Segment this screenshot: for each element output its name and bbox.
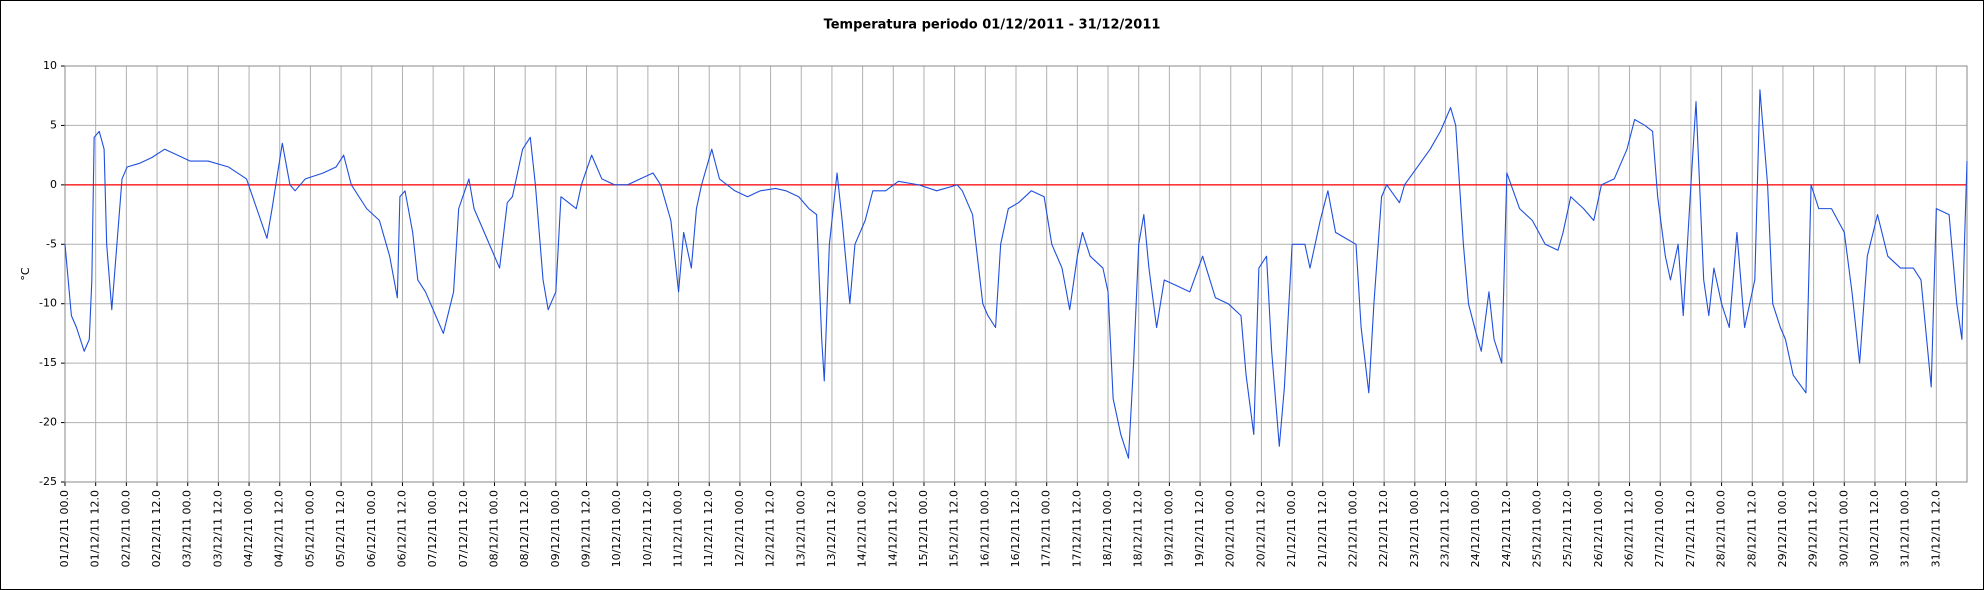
- x-tick-label: 01/12/11 00.0: [58, 490, 71, 567]
- x-tick-label: 16/12/11 00.0: [978, 490, 991, 567]
- y-tick-label: 10: [43, 59, 57, 72]
- x-tick-label: 28/12/11 00.0: [1715, 490, 1728, 567]
- y-tick-label: 0: [50, 178, 57, 191]
- x-tick-label: 18/12/11 12.0: [1132, 490, 1145, 567]
- x-tick-label: 22/12/11 12.0: [1377, 490, 1390, 567]
- y-tick-label: -15: [39, 356, 57, 369]
- x-tick-label: 08/12/11 12.0: [518, 490, 531, 567]
- x-tick-label: 14/12/11 12.0: [886, 490, 899, 567]
- x-tick-label: 22/12/11 00.0: [1346, 490, 1359, 567]
- x-tick-label: 02/12/11 00.0: [119, 490, 132, 567]
- x-tick-label: 17/12/11 00.0: [1040, 490, 1053, 567]
- x-tick-label: 15/12/11 00.0: [917, 490, 930, 567]
- x-tick-label: 30/12/11 12.0: [1868, 490, 1881, 567]
- x-tick-label: 05/12/11 12.0: [334, 490, 347, 567]
- chart-title: Temperatura periodo 01/12/2011 - 31/12/2…: [824, 18, 1161, 33]
- x-tick-label: 06/12/11 00.0: [365, 490, 378, 567]
- temperature-line: [64, 89, 1968, 459]
- x-tick-label: 03/12/11 12.0: [211, 490, 224, 567]
- x-tick-label: 14/12/11 00.0: [856, 490, 869, 567]
- x-tick-label: 09/12/11 12.0: [580, 490, 593, 567]
- plot-border: [64, 65, 1968, 483]
- x-tick-label: 20/12/11 12.0: [1254, 490, 1267, 567]
- x-tick-label: 12/12/11 00.0: [733, 490, 746, 567]
- x-tick-label: 12/12/11 12.0: [764, 490, 777, 567]
- x-tick-label: 04/12/11 12.0: [273, 490, 286, 567]
- x-tick-label: 07/12/11 00.0: [426, 490, 439, 567]
- x-tick-label: 28/12/11 12.0: [1745, 490, 1758, 567]
- x-tick-label: 07/12/11 12.0: [457, 490, 470, 567]
- x-tick-label: 15/12/11 12.0: [948, 490, 961, 567]
- x-tick-label: 21/12/11 00.0: [1285, 490, 1298, 567]
- x-tick-label: 27/12/11 12.0: [1684, 490, 1697, 567]
- x-tick-label: 10/12/11 00.0: [610, 490, 623, 567]
- x-tick-label: 23/12/11 00.0: [1408, 490, 1421, 567]
- x-tick-label: 01/12/11 12.0: [89, 490, 102, 567]
- x-tick-label: 31/12/11 00.0: [1899, 490, 1912, 567]
- x-tick-label: 03/12/11 00.0: [181, 490, 194, 567]
- x-tick-label: 06/12/11 12.0: [395, 490, 408, 567]
- x-tick-label: 16/12/11 12.0: [1009, 490, 1022, 567]
- x-tick-label: 27/12/11 00.0: [1653, 490, 1666, 567]
- x-tick-label: 25/12/11 12.0: [1561, 490, 1574, 567]
- x-tick-label: 21/12/11 12.0: [1316, 490, 1329, 567]
- x-tick-label: 19/12/11 12.0: [1193, 490, 1206, 567]
- x-tick-label: 24/12/11 00.0: [1469, 490, 1482, 567]
- x-tick-label: 04/12/11 00.0: [242, 490, 255, 567]
- x-tick-label: 09/12/11 00.0: [549, 490, 562, 567]
- x-tick-label: 19/12/11 00.0: [1162, 490, 1175, 567]
- x-tick-label: 18/12/11 00.0: [1101, 490, 1114, 567]
- x-tick-label: 25/12/11 00.0: [1531, 490, 1544, 567]
- x-tick-label: 29/12/11 12.0: [1807, 490, 1820, 567]
- x-tick-label: 08/12/11 00.0: [487, 490, 500, 567]
- x-tick-label: 23/12/11 12.0: [1438, 490, 1451, 567]
- y-axis-label: °C: [19, 267, 32, 281]
- y-tick-label: -25: [39, 475, 57, 488]
- x-tick-label: 11/12/11 12.0: [702, 490, 715, 567]
- x-tick-label: 30/12/11 00.0: [1837, 490, 1850, 567]
- x-tick-label: 29/12/11 00.0: [1776, 490, 1789, 567]
- y-tick-label: -20: [39, 416, 57, 429]
- y-tick-label: -10: [39, 297, 57, 310]
- x-tick-label: 24/12/11 12.0: [1500, 490, 1513, 567]
- x-tick-label: 05/12/11 00.0: [303, 490, 316, 567]
- x-tick-label: 10/12/11 12.0: [641, 490, 654, 567]
- x-tick-label: 26/12/11 00.0: [1592, 490, 1605, 567]
- x-tick-label: 31/12/11 12.0: [1929, 490, 1942, 567]
- x-tick-label: 13/12/11 00.0: [794, 490, 807, 567]
- x-tick-label: 17/12/11 12.0: [1070, 490, 1083, 567]
- x-tick-label: 13/12/11 12.0: [825, 490, 838, 567]
- x-tick-label: 20/12/11 00.0: [1224, 490, 1237, 567]
- x-tick-label: 11/12/11 00.0: [672, 490, 685, 567]
- y-tick-label: -5: [46, 237, 57, 250]
- x-tick-label: 26/12/11 12.0: [1623, 490, 1636, 567]
- y-tick-label: 5: [50, 118, 57, 131]
- x-tick-label: 02/12/11 12.0: [150, 490, 163, 567]
